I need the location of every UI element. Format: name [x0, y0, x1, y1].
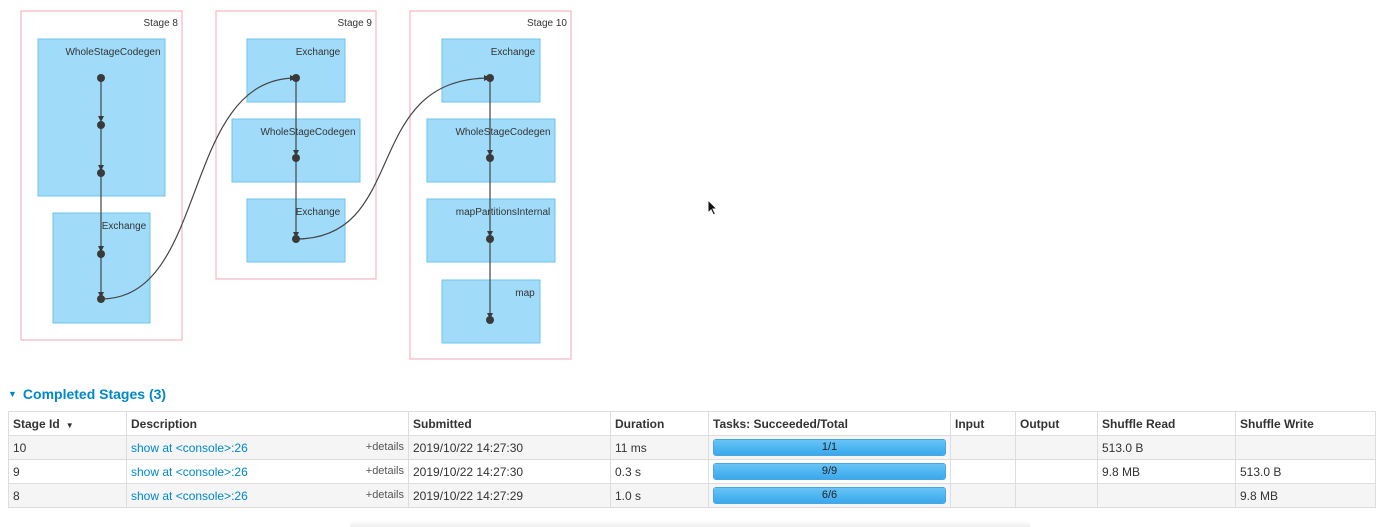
tasks-cell: 6/6 — [708, 483, 951, 508]
submitted-cell: 2019/10/22 14:27:29 — [408, 483, 611, 508]
details-toggle[interactable]: +details — [365, 440, 404, 453]
details-toggle[interactable]: +details — [365, 464, 404, 477]
col-header-duration[interactable]: Duration — [610, 411, 709, 436]
mouse-cursor-icon — [707, 199, 719, 216]
shuffle-read-cell: 9.8 MB — [1097, 459, 1236, 484]
stage-id-cell: 8 — [8, 483, 127, 508]
stage-9-label: Stage 9 — [338, 18, 373, 29]
col-header-tasks[interactable]: Tasks: Succeeded/Total — [708, 411, 951, 436]
cluster-label: Exchange — [296, 47, 341, 58]
stage-10-cluster-exchange[interactable]: Exchange — [441, 38, 541, 103]
col-header-description[interactable]: Description — [126, 411, 409, 436]
completed-stages-title: Completed Stages (3) — [22, 386, 167, 402]
stage-8-box[interactable]: Stage 8 WholeStageCodegen Exchange — [20, 10, 183, 341]
cluster-label: map — [515, 288, 535, 299]
col-header-input[interactable]: Input — [950, 411, 1016, 436]
table-row: 10 show at <console>:26 +details 2019/10… — [8, 435, 1376, 460]
tasks-progress-bar: 9/9 — [713, 463, 946, 480]
progress-fill — [714, 488, 945, 503]
caret-down-icon: ▼ — [8, 389, 17, 399]
cluster-label: WholeStageCodegen — [65, 47, 160, 58]
input-cell — [950, 435, 1016, 460]
stage-10-cluster-mappartitionsinternal[interactable]: mapPartitionsInternal — [426, 198, 556, 263]
input-cell — [950, 483, 1016, 508]
submitted-cell: 2019/10/22 14:27:30 — [408, 459, 611, 484]
col-header-stage-id[interactable]: Stage Id ▼ — [8, 411, 127, 436]
dag-visualization: Stage 8 WholeStageCodegen Exchange Stage… — [20, 10, 572, 360]
stage-id-cell: 9 — [8, 459, 127, 484]
tasks-progress-bar: 6/6 — [713, 487, 946, 504]
dag-nodes — [97, 74, 494, 324]
col-header-shuffle-write[interactable]: Shuffle Write — [1235, 411, 1376, 436]
stage-id-cell: 10 — [8, 435, 127, 460]
tasks-cell: 9/9 — [708, 459, 951, 484]
submitted-cell: 2019/10/22 14:27:30 — [408, 435, 611, 460]
bottom-scroll-edge — [350, 520, 1030, 527]
stage-description-link[interactable]: show at <console>:26 — [131, 440, 248, 455]
col-header-output[interactable]: Output — [1015, 411, 1098, 436]
stage-10-cluster-map[interactable]: map — [441, 279, 541, 344]
progress-fill — [714, 440, 945, 455]
progress-text: 1/1 — [821, 441, 838, 453]
tasks-cell: 1/1 — [708, 435, 951, 460]
shuffle-write-cell — [1235, 435, 1376, 460]
cluster-label: WholeStageCodegen — [260, 127, 355, 138]
shuffle-read-cell — [1097, 483, 1236, 508]
dag-edges — [98, 75, 493, 319]
tasks-progress-bar: 1/1 — [713, 439, 946, 456]
cluster-label: Exchange — [296, 207, 341, 218]
progress-text: 6/6 — [821, 489, 838, 501]
table-row: 8 show at <console>:26 +details 2019/10/… — [8, 483, 1376, 508]
input-cell — [950, 459, 1016, 484]
description-cell: show at <console>:26 +details — [126, 459, 409, 484]
output-cell — [1015, 435, 1098, 460]
cluster-label: mapPartitionsInternal — [456, 207, 551, 218]
cluster-label: WholeStageCodegen — [455, 127, 550, 138]
stage-description-link[interactable]: show at <console>:26 — [131, 464, 248, 479]
stage-8-cluster-exchange[interactable]: Exchange — [52, 212, 151, 324]
description-cell: show at <console>:26 +details — [126, 435, 409, 460]
shuffle-write-cell: 9.8 MB — [1235, 483, 1376, 508]
table-header-row: Stage Id ▼ Description Submitted Duration… — [8, 411, 1376, 436]
shuffle-read-cell: 513.0 B — [1097, 435, 1236, 460]
stage-10-label: Stage 10 — [527, 18, 567, 29]
sort-desc-icon: ▼ — [65, 420, 74, 430]
shuffle-write-cell: 513.0 B — [1235, 459, 1376, 484]
col-header-submitted[interactable]: Submitted — [408, 411, 611, 436]
col-header-shuffle-read[interactable]: Shuffle Read — [1097, 411, 1236, 436]
completed-stages-toggle[interactable]: ▼ Completed Stages (3) — [8, 386, 166, 402]
stage-8-label: Stage 8 — [144, 18, 179, 29]
duration-cell: 0.3 s — [610, 459, 709, 484]
completed-stages-table: Stage Id ▼ Description Submitted Duration… — [8, 411, 1376, 508]
cluster-label: Exchange — [491, 47, 536, 58]
stage-description-link[interactable]: show at <console>:26 — [131, 488, 248, 503]
progress-fill — [714, 464, 945, 479]
output-cell — [1015, 459, 1098, 484]
output-cell — [1015, 483, 1098, 508]
details-toggle[interactable]: +details — [365, 488, 404, 501]
table-row: 9 show at <console>:26 +details 2019/10/… — [8, 459, 1376, 484]
duration-cell: 11 ms — [610, 435, 709, 460]
description-cell: show at <console>:26 +details — [126, 483, 409, 508]
cluster-label: Exchange — [102, 221, 147, 232]
progress-text: 9/9 — [821, 465, 838, 477]
duration-cell: 1.0 s — [610, 483, 709, 508]
